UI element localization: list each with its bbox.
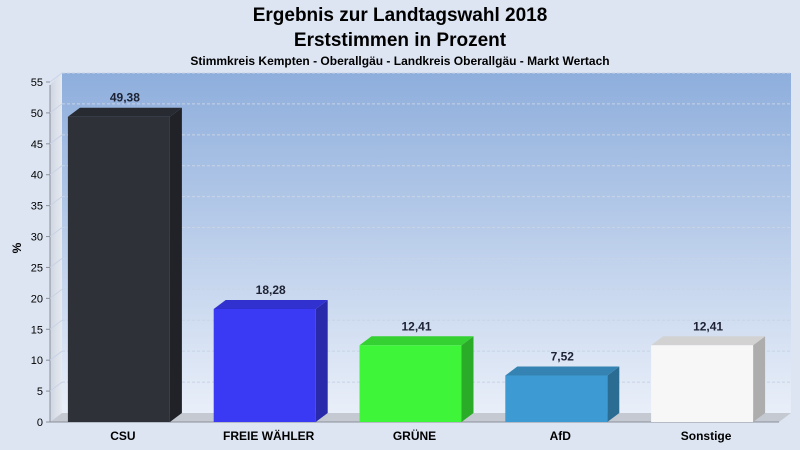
data-label: 12,41 xyxy=(693,319,723,333)
y-tick-label: 55 xyxy=(31,77,43,89)
gridline-wall xyxy=(49,196,63,207)
y-tick-label: 20 xyxy=(31,293,43,305)
x-tick-label: CSU xyxy=(110,429,135,443)
chart-title-line2: Erststimmen in Prozent xyxy=(294,30,507,51)
gridline-wall xyxy=(49,227,63,237)
bar-top xyxy=(651,336,766,346)
gridline-wall xyxy=(49,72,63,83)
bar-sonstige xyxy=(651,345,754,422)
bars: 49,38 18,28 12,41 7,52 12,41 xyxy=(67,91,766,422)
x-axis-labels: CSU FREIE WÄHLER GRÜNE AfD Sonstige xyxy=(110,428,732,443)
gridline-wall xyxy=(49,381,63,392)
bar-top xyxy=(67,107,182,117)
bar-side xyxy=(461,336,474,422)
bar-afd xyxy=(505,375,608,422)
y-tick-label: 15 xyxy=(31,324,43,336)
y-tick-label: 45 xyxy=(31,139,43,151)
gridline-wall xyxy=(49,103,63,114)
data-label: 49,38 xyxy=(110,91,140,105)
gridline-wall xyxy=(49,288,63,299)
x-tick-label: Sonstige xyxy=(681,429,732,443)
y-axis-ticks: 0 5 10 15 20 25 30 35 40 45 50 55 xyxy=(31,77,50,429)
gridline-wall xyxy=(49,319,63,330)
x-tick-label: FREIE WÄHLER xyxy=(223,428,315,443)
y-tick-label: 5 xyxy=(37,386,43,398)
y-tick-label: 30 xyxy=(31,232,43,244)
bar-side xyxy=(315,299,328,422)
x-tick-label: AfD xyxy=(550,429,572,443)
bar-freie-wähler xyxy=(213,308,316,422)
chart-subtitle: Stimmkreis Kempten - Oberallgäu - Landkr… xyxy=(190,54,609,68)
y-tick-label: 0 xyxy=(37,417,43,429)
data-label: 7,52 xyxy=(551,350,575,364)
bar-side xyxy=(753,336,766,422)
x-tick-label: GRÜNE xyxy=(393,428,436,443)
gridline-wall xyxy=(49,165,63,176)
bar-side xyxy=(607,366,620,422)
y-tick-label: 25 xyxy=(31,262,43,274)
y-axis-label: % xyxy=(10,242,24,253)
bar-grüne xyxy=(359,345,462,422)
y-tick-label: 50 xyxy=(31,108,43,120)
bar-csu xyxy=(67,116,170,422)
y-tick-label: 10 xyxy=(31,355,43,367)
data-label: 12,41 xyxy=(401,319,431,333)
chart-title-line1: Ergebnis zur Landtagswahl 2018 xyxy=(253,5,548,26)
gridline-wall xyxy=(49,134,63,145)
gridline-wall xyxy=(49,350,63,361)
data-label: 18,28 xyxy=(256,283,286,297)
gridline-wall xyxy=(49,258,63,268)
bar-top xyxy=(213,299,328,309)
plot-left-wall xyxy=(50,73,62,422)
bar-top xyxy=(359,336,474,346)
bar-side xyxy=(169,107,182,422)
y-tick-label: 35 xyxy=(31,201,43,213)
y-tick-label: 40 xyxy=(31,170,43,182)
bar-top xyxy=(505,366,620,376)
